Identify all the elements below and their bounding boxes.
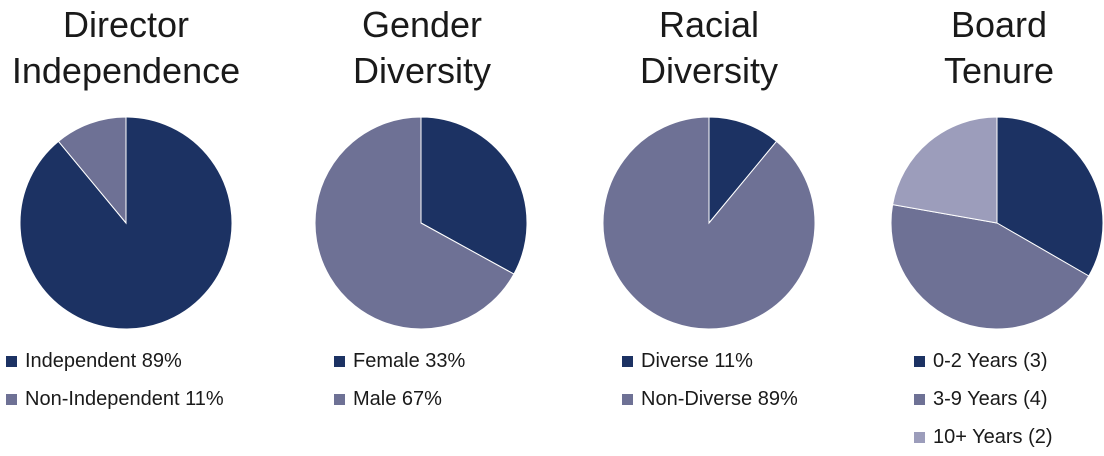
pie-chart xyxy=(602,116,816,330)
pie-chart xyxy=(19,116,233,330)
chart-title-line: Racial xyxy=(658,4,760,45)
pie-slice xyxy=(314,116,515,330)
chart-title-line: Diversity xyxy=(352,50,491,91)
legend-swatch xyxy=(622,393,633,405)
legend-item: Diverse 11% xyxy=(622,342,798,380)
pie-slice xyxy=(708,116,778,225)
chart-panel-gender-diversity: Gender Diversity Female 33% Male 67% xyxy=(296,0,572,450)
legend-item: Non-Independent 11% xyxy=(6,380,224,418)
legend-label: 0-2 Years (3) xyxy=(933,349,1048,372)
chart-title-line: Tenure xyxy=(943,50,1055,91)
pie-slice xyxy=(996,116,1104,277)
legend-swatch xyxy=(6,355,17,367)
chart-title-line: Independence xyxy=(11,50,241,91)
chart-panel-racial-diversity: Racial Diversity Diverse 11% Non-Diverse… xyxy=(588,0,864,450)
legend-swatch xyxy=(914,431,925,443)
legend-item: 3-9 Years (4) xyxy=(914,380,1053,418)
legend-item: 0-2 Years (3) xyxy=(914,342,1053,380)
pie-slice xyxy=(602,116,816,330)
chart-title: Board Tenure xyxy=(876,2,1104,94)
legend-label: 10+ Years (2) xyxy=(933,425,1053,448)
legend-label: Diverse 11% xyxy=(641,349,753,372)
chart-title-line: Board xyxy=(950,4,1048,45)
pie-slice xyxy=(892,116,998,224)
legend-label: Non-Diverse 89% xyxy=(641,387,798,410)
legend-swatch xyxy=(334,393,345,405)
chart-title-line: Diversity xyxy=(639,50,778,91)
pie-slice xyxy=(890,204,1090,330)
legend-swatch xyxy=(914,393,925,405)
chart-legend: 0-2 Years (3) 3-9 Years (4) 10+ Years (2… xyxy=(914,342,1053,456)
pie-slice xyxy=(420,116,528,275)
legend-label: Independent 89% xyxy=(25,349,182,372)
legend-swatch xyxy=(914,355,925,367)
pie-chart xyxy=(314,116,528,330)
chart-title-line: Gender xyxy=(361,4,483,45)
legend-swatch xyxy=(334,355,345,367)
legend-item: Female 33% xyxy=(334,342,465,380)
chart-panel-director-independence: Director Independence Independent 89% No… xyxy=(0,0,276,450)
chart-legend: Diverse 11% Non-Diverse 89% xyxy=(622,342,798,418)
legend-item: Independent 89% xyxy=(6,342,224,380)
chart-panel-board-tenure: Board Tenure 0-2 Years (3) 3-9 Years (4)… xyxy=(876,0,1104,450)
chart-title-line: Director xyxy=(62,4,190,45)
legend-label: Male 67% xyxy=(353,387,442,410)
chart-legend: Female 33% Male 67% xyxy=(334,342,465,418)
pie-chart xyxy=(890,116,1104,330)
legend-item: Non-Diverse 89% xyxy=(622,380,798,418)
legend-item: 10+ Years (2) xyxy=(914,418,1053,456)
chart-title: Gender Diversity xyxy=(296,2,548,94)
legend-label: 3-9 Years (4) xyxy=(933,387,1048,410)
legend-item: Male 67% xyxy=(334,380,465,418)
pie-slice xyxy=(57,116,127,225)
chart-legend: Independent 89% Non-Independent 11% xyxy=(6,342,224,418)
legend-swatch xyxy=(622,355,633,367)
chart-title: Director Independence xyxy=(0,2,252,94)
legend-label: Female 33% xyxy=(353,349,466,372)
chart-title: Racial Diversity xyxy=(588,2,830,94)
legend-label: Non-Independent 11% xyxy=(25,387,224,410)
legend-swatch xyxy=(6,393,17,405)
